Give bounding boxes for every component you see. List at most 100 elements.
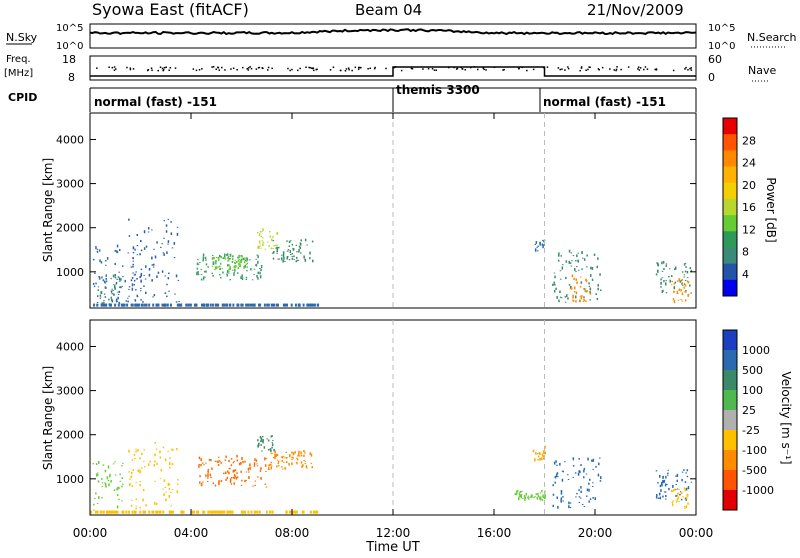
nave-dot: [357, 68, 360, 70]
nave-dot: [564, 69, 566, 71]
velocity-echo: [300, 451, 302, 455]
power-echo: [95, 246, 97, 250]
velocity-colorbar-swatch: [723, 390, 737, 411]
velocity-echo: [569, 502, 572, 504]
power-echo: [683, 283, 686, 285]
power-echo: [261, 237, 264, 239]
power-echo: [154, 255, 157, 259]
power-echo: [197, 259, 199, 261]
power-near-range-echo: [282, 303, 285, 307]
velocity-echo: [560, 501, 562, 503]
power-echo: [576, 281, 578, 284]
power-echo: [273, 251, 275, 254]
nave-dot: [542, 66, 545, 69]
power-echo: [101, 302, 103, 305]
velocity-echo: [235, 478, 238, 480]
power-near-range-echo: [138, 303, 140, 307]
velocity-near-range-echo: [240, 510, 243, 514]
velocity-echo: [537, 455, 540, 458]
power-echo: [157, 271, 160, 274]
velocity-echo: [296, 457, 298, 459]
time-axis-ticks: 00:00 04:00 08:00 12:00 16:00 20:00 00:00: [73, 113, 713, 540]
nave-dot: [262, 67, 264, 70]
velocity-echo: [674, 489, 677, 491]
power-colorbar-swatch: [723, 231, 737, 248]
velocity-echo: [139, 481, 141, 483]
nave-dot: [393, 66, 396, 69]
power-echo: [139, 276, 141, 278]
power-echo: [143, 230, 146, 234]
velocity-colorbar-swatch: [723, 470, 737, 491]
power-echo: [234, 262, 237, 265]
velocity-echo: [241, 479, 243, 482]
power-near-range-echo: [157, 303, 160, 307]
power-echo: [586, 290, 588, 293]
velocity-echo: [539, 457, 541, 461]
velocity-near-range-echo: [109, 510, 112, 514]
velocity-echo: [269, 448, 272, 451]
velocity-echo: [263, 446, 266, 449]
power-echo: [200, 273, 203, 275]
velocity-echo: [131, 459, 134, 461]
power-echo: [256, 275, 258, 278]
power-near-range-echo: [266, 303, 269, 307]
velocity-echo: [104, 482, 106, 484]
power-echo: [683, 263, 686, 266]
power-echo: [122, 276, 124, 278]
velocity-echo: [254, 480, 257, 482]
power-near-range-echo: [140, 303, 143, 307]
nave-dot: [344, 70, 347, 72]
velocity-echo: [97, 480, 100, 483]
velocity-echo: [254, 459, 256, 461]
power-echo: [197, 263, 200, 265]
nave-dot: [460, 66, 462, 69]
power-echo: [596, 298, 599, 301]
power-echo: [246, 262, 249, 264]
nave-dot: [620, 68, 622, 71]
power-echo: [537, 245, 539, 247]
power-echo: [259, 231, 262, 233]
power-echo: [214, 261, 217, 265]
power-colorbar-swatch: [723, 247, 737, 265]
power-echo: [309, 251, 311, 255]
power-echo: [276, 232, 278, 234]
power-echo: [229, 279, 231, 281]
velocity-echo: [136, 450, 138, 452]
power-echo: [200, 278, 203, 281]
nave-dot: [242, 66, 244, 69]
power-echo: [175, 274, 178, 278]
velocity-echo: [562, 496, 564, 498]
velocity-near-range-echo: [182, 510, 185, 514]
power-echo: [241, 277, 244, 281]
power-echo: [555, 287, 557, 290]
velocity-echo: [556, 473, 558, 476]
power-echo: [117, 296, 119, 300]
power-echo: [136, 277, 138, 280]
power-echo: [114, 276, 117, 279]
power-colorbar-swatch: [723, 118, 737, 135]
freq-label-2: [MHz]: [4, 68, 33, 79]
xtick-label: 08:00: [275, 526, 310, 540]
power-near-range-echo: [263, 303, 266, 307]
velocity-echo: [542, 457, 545, 460]
power-echo: [260, 275, 262, 277]
power-echo: [131, 277, 134, 279]
velocity-near-range-echo: [134, 510, 137, 514]
power-echo: [580, 281, 583, 284]
power-echo: [590, 266, 592, 270]
velocity-echo: [154, 453, 156, 457]
velocity-echo: [230, 483, 233, 485]
velocity-echo: [220, 462, 223, 464]
power-echo: [289, 251, 291, 254]
power-echo: [556, 296, 558, 299]
noise-search-label: N.Search: [747, 31, 797, 44]
velocity-echo: [133, 453, 136, 456]
nave-dot: [132, 68, 135, 70]
velocity-echo: [255, 459, 258, 462]
power-echo: [132, 272, 134, 274]
velocity-echo: [134, 458, 136, 460]
velocity-echo: [557, 505, 559, 509]
velocity-near-range-echo: [170, 510, 173, 514]
power-echo: [597, 284, 599, 287]
beam-label: Beam 04: [355, 1, 422, 19]
